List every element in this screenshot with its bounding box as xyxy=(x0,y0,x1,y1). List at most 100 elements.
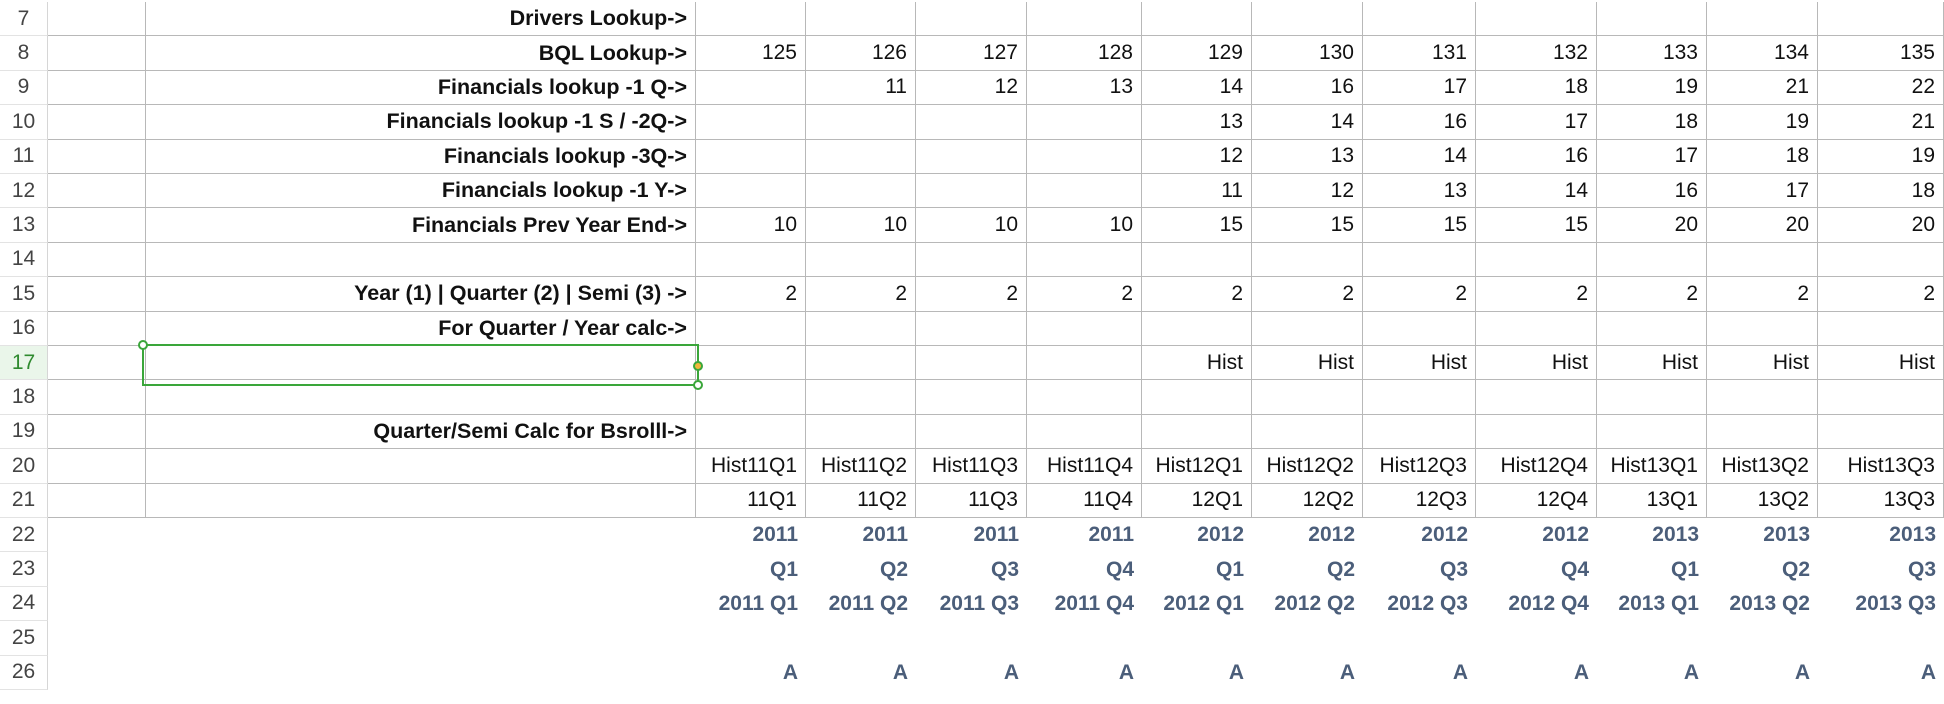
data-cell[interactable]: A xyxy=(1228,660,1244,684)
row-header[interactable]: 9 xyxy=(0,70,48,106)
data-cell[interactable]: 12Q2 xyxy=(1252,483,1363,518)
data-cell[interactable] xyxy=(1252,380,1363,415)
data-cell[interactable]: Q2 xyxy=(1781,557,1810,581)
data-cell[interactable]: 20 xyxy=(1707,208,1818,243)
cell[interactable] xyxy=(48,70,146,106)
data-cell[interactable] xyxy=(806,414,916,450)
row-header[interactable]: 12 xyxy=(0,174,48,209)
data-cell[interactable]: 2011 Q2 xyxy=(828,591,908,615)
cell[interactable] xyxy=(48,587,146,621)
data-cell[interactable]: 14 xyxy=(1252,105,1363,140)
row-label-cell[interactable] xyxy=(146,380,696,415)
cell[interactable] xyxy=(48,36,146,71)
data-cell[interactable]: Hist xyxy=(1707,346,1818,381)
row-label-cell[interactable] xyxy=(146,621,696,655)
data-cell[interactable] xyxy=(1027,139,1142,174)
data-cell[interactable]: 16 xyxy=(1363,105,1476,140)
row-label-cell[interactable] xyxy=(146,518,696,552)
data-cell[interactable]: A xyxy=(892,660,908,684)
data-cell[interactable] xyxy=(916,346,1027,381)
data-cell[interactable] xyxy=(1142,311,1252,346)
data-cell[interactable] xyxy=(696,242,806,278)
data-cell[interactable]: 2012 xyxy=(1421,523,1468,547)
data-cell[interactable]: Hist11Q3 xyxy=(916,449,1027,484)
data-cell[interactable]: 20 xyxy=(1818,208,1944,243)
data-cell[interactable]: 16 xyxy=(1597,174,1707,209)
cell[interactable] xyxy=(48,174,146,209)
data-cell[interactable]: A xyxy=(1003,660,1019,684)
data-cell[interactable] xyxy=(1476,2,1597,37)
data-cell[interactable]: 2011 Q3 xyxy=(939,591,1019,615)
row-label-cell[interactable]: BQL Lookup-> xyxy=(146,36,696,71)
data-cell[interactable] xyxy=(806,311,916,346)
row-header[interactable]: 18 xyxy=(0,380,48,415)
data-cell[interactable] xyxy=(1818,2,1944,37)
data-cell[interactable] xyxy=(1597,2,1707,37)
data-cell[interactable]: 21 xyxy=(1707,70,1818,106)
data-cell[interactable]: 14 xyxy=(1363,139,1476,174)
data-cell[interactable] xyxy=(1363,2,1476,37)
row-header[interactable]: 10 xyxy=(0,105,48,140)
data-cell[interactable]: Hist xyxy=(1363,346,1476,381)
data-cell[interactable]: Hist12Q1 xyxy=(1142,449,1252,484)
data-cell[interactable]: 13 xyxy=(1252,139,1363,174)
data-cell[interactable]: 12 xyxy=(1142,139,1252,174)
data-cell[interactable]: 16 xyxy=(1476,139,1597,174)
row-label-cell[interactable]: Financials lookup -1 S / -2Q-> xyxy=(146,105,696,140)
data-cell[interactable]: 18 xyxy=(1476,70,1597,106)
data-cell[interactable] xyxy=(1252,621,1363,655)
row-label-cell[interactable]: Year (1) | Quarter (2) | Semi (3) -> xyxy=(146,277,696,312)
row-label-cell[interactable]: For Quarter / Year calc-> xyxy=(146,311,696,346)
data-cell[interactable] xyxy=(916,621,1027,655)
cell[interactable] xyxy=(48,277,146,312)
data-cell[interactable]: 2011 xyxy=(862,523,908,547)
cell[interactable] xyxy=(48,2,146,37)
data-cell[interactable]: 17 xyxy=(1363,70,1476,106)
data-cell[interactable]: 134 xyxy=(1707,36,1818,71)
data-cell[interactable] xyxy=(1027,2,1142,37)
cell[interactable] xyxy=(48,656,146,690)
data-cell[interactable]: 11Q2 xyxy=(806,483,916,518)
data-cell[interactable] xyxy=(1597,311,1707,346)
data-cell[interactable] xyxy=(1252,311,1363,346)
data-cell[interactable] xyxy=(1476,380,1597,415)
data-cell[interactable]: 13Q1 xyxy=(1597,483,1707,518)
data-cell[interactable]: A xyxy=(782,660,798,684)
row-label-cell[interactable] xyxy=(146,587,696,621)
data-cell[interactable]: Hist xyxy=(1142,346,1252,381)
data-cell[interactable]: 12Q3 xyxy=(1363,483,1476,518)
selection-handle-bottom-right[interactable] xyxy=(693,380,703,390)
data-cell[interactable] xyxy=(1476,414,1597,450)
data-cell[interactable]: Hist xyxy=(1818,346,1944,381)
data-cell[interactable]: 11Q3 xyxy=(916,483,1027,518)
row-header[interactable]: 23 xyxy=(0,552,48,587)
data-cell[interactable]: 19 xyxy=(1597,70,1707,106)
data-cell[interactable]: 12 xyxy=(1252,174,1363,209)
data-cell[interactable]: 2012 xyxy=(1308,523,1355,547)
data-cell[interactable]: Hist11Q1 xyxy=(696,449,806,484)
data-cell[interactable]: 2012 Q2 xyxy=(1274,591,1355,615)
data-cell[interactable]: Hist13Q1 xyxy=(1597,449,1707,484)
data-cell[interactable]: 135 xyxy=(1818,36,1944,71)
cell[interactable] xyxy=(48,518,146,552)
data-cell[interactable]: 125 xyxy=(696,36,806,71)
data-cell[interactable]: 13Q2 xyxy=(1707,483,1818,518)
row-header[interactable]: 14 xyxy=(0,242,48,278)
data-cell[interactable] xyxy=(1707,380,1818,415)
row-header[interactable]: 21 xyxy=(0,483,48,518)
data-cell[interactable] xyxy=(1027,242,1142,278)
data-cell[interactable]: 15 xyxy=(1142,208,1252,243)
data-cell[interactable]: A xyxy=(1339,660,1355,684)
row-header[interactable]: 25 xyxy=(0,621,48,656)
cell[interactable] xyxy=(48,449,146,484)
cell[interactable] xyxy=(48,242,146,278)
data-cell[interactable]: 2011 xyxy=(973,523,1019,547)
data-cell[interactable]: Q3 xyxy=(990,557,1019,581)
data-cell[interactable]: 13 xyxy=(1027,70,1142,106)
data-cell[interactable]: 18 xyxy=(1818,174,1944,209)
data-cell[interactable] xyxy=(1476,621,1597,655)
data-cell[interactable] xyxy=(696,621,806,655)
cell[interactable] xyxy=(48,346,146,381)
row-header[interactable]: 20 xyxy=(0,449,48,484)
data-cell[interactable]: 2013 xyxy=(1652,523,1699,547)
